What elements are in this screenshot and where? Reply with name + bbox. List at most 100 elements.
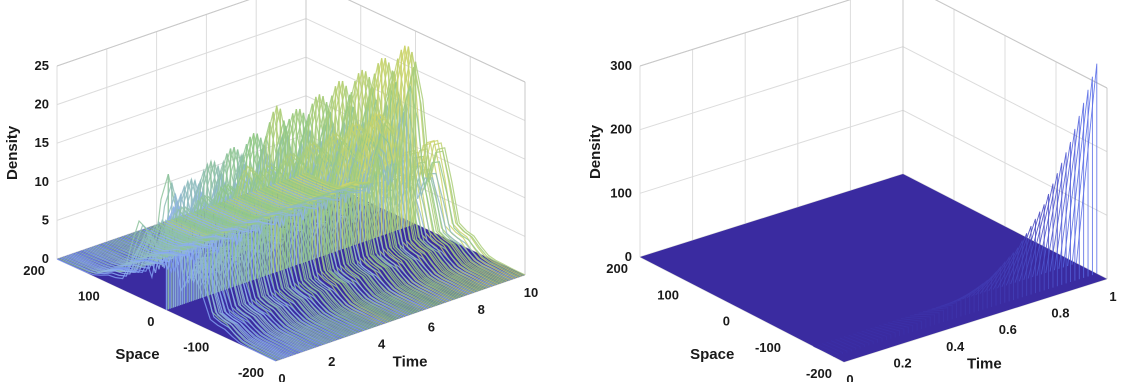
time-tick-label: 0.6 [999,322,1017,337]
z-tick-label: 100 [610,185,632,200]
space-axis-label: Space [690,346,734,363]
space-tick-label: 100 [78,289,100,304]
time-tick-label: 6 [428,319,435,334]
time-tick-label: 0.4 [946,339,965,354]
growth-line [901,318,922,330]
time-axis-label: Time [393,353,428,370]
growth-line [821,343,844,354]
space-tick-label: -200 [238,365,264,380]
box-top-edge [639,0,1108,89]
time-tick-label: 0 [846,372,853,382]
time-tick-label: 0.8 [1051,306,1069,321]
growth-line [909,315,931,327]
space-tick-label: 200 [606,261,628,276]
growth-line [839,337,861,349]
space-tick-label: -200 [806,366,832,381]
tick-labels: 0 100 200 300 0 0.2 0.4 0.6 0.8 1 -200 -100 0 100 200 [606,58,1116,382]
growth-line [927,307,949,321]
surface-floor [640,174,1107,362]
growth-line [922,309,944,323]
growth-line [975,270,997,306]
growth-line [835,338,857,350]
growth-line [979,265,1001,305]
density-axis-label: Density [587,124,604,179]
growth-line [1014,218,1036,294]
growth-line [1045,152,1067,284]
density-surface-plot-right: 0 100 200 300 0 0.2 0.4 0.6 0.8 1 -200 -100 0 100 200 D… [587,0,1117,382]
space-tick-label: 0 [147,314,154,329]
growth-line [992,252,1014,301]
growth-line [1018,211,1041,292]
z-gridline [56,0,526,83]
density-axis-label: Density [4,125,21,180]
growth-line [1049,141,1071,283]
growth-line [997,247,1019,299]
growth-line [905,316,927,328]
growth-line [817,344,839,356]
growth-line [983,260,1006,303]
surface-waves [813,63,1098,357]
space-tick-label: -100 [183,340,209,355]
growth-line [1067,89,1089,277]
growth-line [1062,102,1085,278]
space-tick-label: 0 [723,314,730,329]
z-tick-label: 0 [42,251,49,266]
growth-line [865,329,887,341]
time-axis-label: Time [967,356,1002,373]
growth-line [852,333,874,345]
growth-line [874,326,896,338]
growth-line [918,312,940,324]
growth-line [1023,204,1045,291]
z-tick-label: 20 [35,97,49,112]
z-gridline [639,46,1108,153]
growth-line [896,319,918,331]
growth-line [931,304,953,320]
time-tick-label: 8 [478,302,485,317]
growth-line [914,313,936,325]
z-tick-label: 300 [610,58,632,73]
growth-line [870,327,892,339]
growth-line [813,345,835,357]
z-tick-label: 200 [610,122,632,137]
z-tick-label: 5 [42,212,49,227]
growth-line [966,279,988,309]
time-tick-label: 0.2 [894,355,912,370]
space-tick-label: 200 [23,263,45,278]
growth-line [887,322,909,334]
z-tick-label: 25 [35,58,49,73]
growth-line [879,325,900,336]
growth-line [848,334,870,346]
space-axis-label: Space [115,346,159,363]
time-tick-label: 2 [328,354,335,369]
box-top-edge [56,0,526,83]
space-tick-label: -100 [755,340,781,355]
growth-line [843,336,865,348]
time-tick-label: 10 [524,285,538,300]
growth-line [830,340,852,352]
z-gridline [56,18,526,122]
z-tick-label: 0 [625,249,632,264]
z-tick-label: 15 [35,135,49,150]
growth-line [988,255,1010,302]
z-tick-label: 10 [35,174,49,189]
growth-line [1001,240,1023,298]
surface-waves [56,45,526,362]
growth-line [1071,76,1093,276]
time-tick-label: 0 [278,371,285,382]
growth-line [1010,225,1032,295]
growth-line [1054,128,1076,281]
growth-line [892,320,914,332]
time-tick-label: 1 [1109,289,1116,304]
growth-line [883,323,905,335]
growth-line [1005,233,1028,296]
growth-line [1058,115,1080,280]
growth-line [826,341,848,353]
time-tick-label: 4 [378,337,386,352]
growth-line [857,331,879,343]
tick-labels: 0 5 10 15 20 25 0 2 4 6 8 10 -200 -100 0 100 200 [23,58,538,382]
z-gridline [56,56,526,160]
space-tick-label: 100 [657,287,679,302]
density-surface-plot-left: 0 5 10 15 20 25 0 2 4 6 8 10 -200 -100 0 100 200 Density T… [4,0,538,382]
growth-line [861,330,883,342]
